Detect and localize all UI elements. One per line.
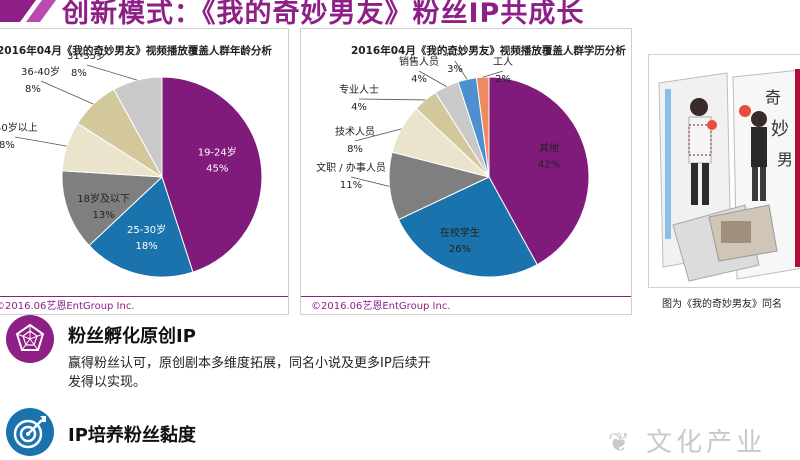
slice-value-label: 3% [447,64,463,75]
slice-value-label: 8% [347,144,363,155]
book-illustration: 奇 妙 男 [649,55,800,287]
watermark-text: 文化产业 [646,428,767,458]
pie-slice [113,76,163,178]
leader-line [350,176,390,187]
slice-value-label: 8% [71,68,87,79]
pie-slice [397,176,538,278]
slice-value-label: 11% [340,180,362,191]
slice-label: 技术人员 [335,125,375,138]
book-caption: 图为《我的奇妙男友》同名 [662,299,782,310]
age-chart-footer: ©2016.06艺恩EntGroup Inc. [0,301,135,312]
age-chart-divider [0,296,288,297]
slice-value-label: 13% [93,210,115,221]
slice-value-label: 8% [0,140,15,151]
target-icon [6,408,54,456]
leader-line [482,70,504,78]
age-pie-chart: 19-24岁 45% 25-30岁 18% 18岁及以下 13% 40岁以上 8% 36-40岁… [0,53,263,278]
slice-value-label: 42% [538,160,560,171]
watermark-leaf-icon: ❦ [608,428,647,458]
svg-text:男: 男 [777,150,793,169]
watermark: ❦ 文化产业 [608,422,766,459]
education-chart-panel: 2016年04月《我的奇妙男友》视频播放覆盖人群学历分析 其他 42% 在校学生 26… [300,28,632,315]
leader-line [40,80,94,105]
feature-title-ip-stickiness: IP培养粉丝黏度 [68,425,196,446]
slice-value-label: 18% [135,241,157,252]
slice-label: 工人 [493,56,513,68]
education-chart-title: 2016年04月《我的奇妙男友》视频播放覆盖人群学历分析 [351,45,626,57]
slice-label: 31-35岁 [67,53,106,62]
education-chart-footer: ©2016.06艺恩EntGroup Inc. [311,301,451,312]
slice-label: 教师 [445,53,465,58]
slice-label: 销售人员 [399,55,439,68]
slice-label: 40岁以上 [0,121,38,134]
slice-label: 18岁及以下 [77,192,130,205]
slice-label: 25-30岁 [127,223,166,236]
pie-slice [61,170,164,247]
slice-value-label: 45% [206,163,228,174]
leader-line [454,60,468,80]
education-chart-divider [301,296,631,297]
slice-label: 在校学生 [440,226,480,239]
svg-text:妙: 妙 [771,119,789,140]
page-title: 创新模式：《我的奇妙男友》粉丝IP共成长 [62,0,585,29]
age-chart-panel: 2016年04月《我的奇妙男友》视频播放覆盖人群年龄分析 19-24岁 45% 25… [0,28,289,315]
feature-title-fan-ip: 粉丝孵化原创IP [68,326,196,347]
slice-value-label: 26% [449,244,471,255]
slice-label: 文职 / 办事人员 [316,161,386,174]
leader-line [358,98,426,101]
leader-line [14,136,67,147]
age-chart-title: 2016年04月《我的奇妙男友》视频播放覆盖人群年龄分析 [0,45,272,57]
slice-label: 其他 [539,142,559,155]
pentagon-chart-icon [6,315,54,363]
pie-slice [161,76,263,273]
education-pie-chart: 其他 42% 在校学生 26% 文职 / 办事人员 11% 技术人员 8% 专业人士 4% 销售人员… [316,53,590,278]
pie-slice [488,76,590,266]
title-decoration [0,0,56,22]
pie-slice [88,176,194,278]
slice-value-label: 8% [25,84,41,95]
feature-desc-fan-ip: 赢得粉丝认可，原创剧本多维度拓展，同名小说及更多IP后续开发得以实现。 [68,356,431,390]
pie-slice [388,151,491,221]
book-cover-image: 奇 妙 男 [648,54,800,288]
leader-line [86,64,138,81]
slice-label: 19-24岁 [198,145,237,158]
slice-label: 36-40岁 [21,65,60,78]
leader-line [354,128,402,142]
slice-value-label: 2% [495,74,511,85]
leader-line [418,70,447,87]
slice-label: 专业人士 [339,83,379,96]
slice-value-label: 4% [351,102,367,113]
svg-text:奇: 奇 [765,88,781,107]
slice-value-label: 4% [411,74,427,85]
